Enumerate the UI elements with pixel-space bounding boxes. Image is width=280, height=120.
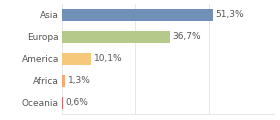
Text: 0,6%: 0,6%	[66, 98, 88, 107]
Text: 51,3%: 51,3%	[216, 10, 244, 19]
Bar	[62, 97, 63, 109]
Bar	[62, 9, 213, 21]
Text: 36,7%: 36,7%	[172, 32, 201, 41]
Text: 10,1%: 10,1%	[94, 54, 122, 63]
Bar	[62, 53, 92, 65]
Text: 1,3%: 1,3%	[68, 76, 91, 85]
Bar	[62, 31, 170, 43]
Bar	[62, 75, 66, 87]
